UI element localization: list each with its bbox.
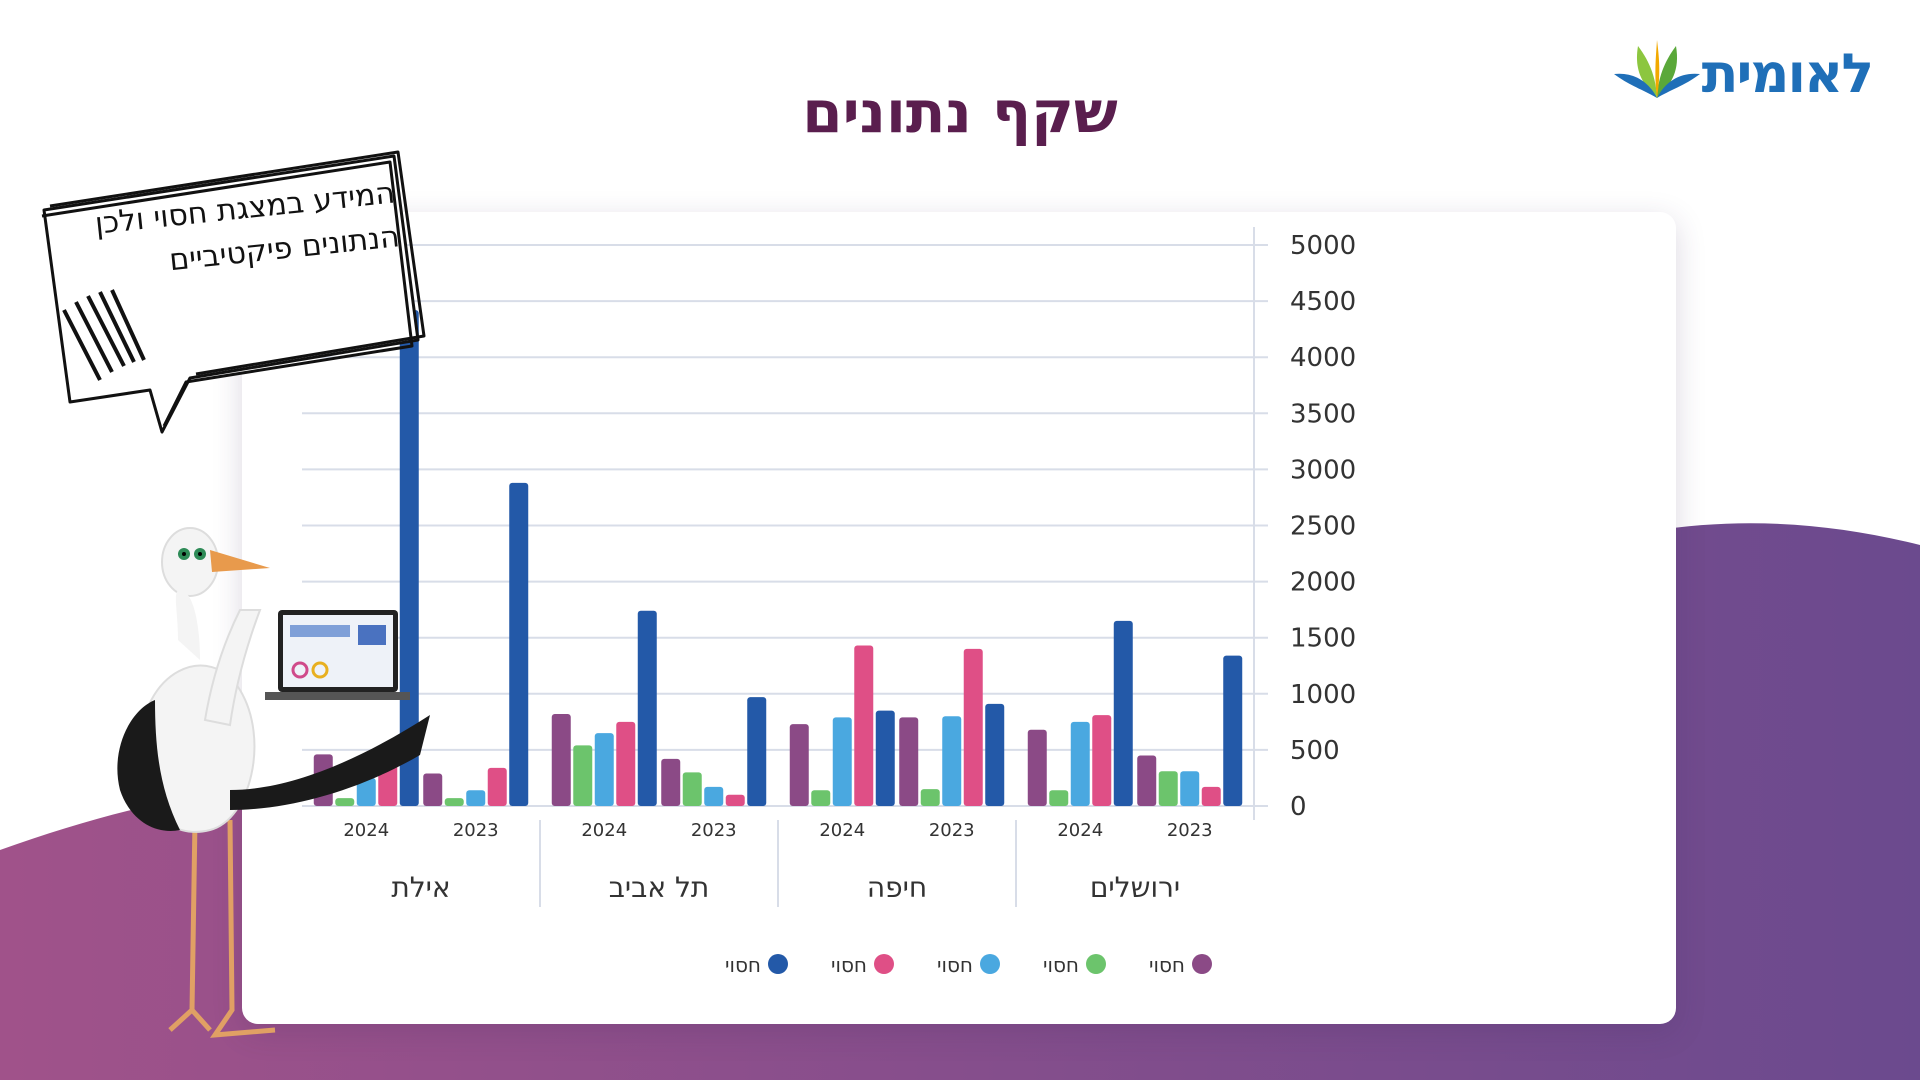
x-tick-label-year: 2024	[1057, 820, 1103, 841]
bar	[594, 733, 614, 806]
stork-legs-icon	[168, 819, 276, 1038]
x-tick-label-year: 2024	[581, 820, 627, 841]
bar	[899, 717, 919, 806]
x-tick-label-year: 2023	[691, 820, 737, 841]
x-group-label: תל אביב	[609, 871, 710, 904]
bar	[875, 710, 895, 806]
bar	[466, 790, 486, 806]
bar	[1223, 655, 1243, 806]
bar	[1092, 715, 1112, 806]
x-tick-label-year: 2023	[453, 820, 499, 841]
legend-label: חסוי	[831, 953, 867, 977]
bar	[811, 790, 831, 806]
bar	[963, 648, 983, 806]
x-tick-label-year: 2024	[819, 820, 865, 841]
y-tick-label: 4000	[1290, 343, 1356, 373]
bar	[616, 721, 636, 806]
bar	[487, 767, 507, 806]
y-tick-label: 0	[1290, 792, 1307, 822]
laptop-icon	[265, 610, 410, 700]
y-tick-label: 2000	[1290, 568, 1356, 598]
bar-chart: 0 500 1000 1500 2000 2500 3000 3500 4000 4500 5000…	[302, 227, 1356, 977]
bar	[1180, 771, 1200, 806]
bar	[399, 310, 419, 806]
legend-marker	[1192, 954, 1212, 974]
bar	[1049, 790, 1069, 806]
leaf-logo-icon	[1614, 40, 1700, 98]
x-tick-label-year: 2024	[343, 820, 389, 841]
bar	[682, 772, 702, 806]
x-group-label: חיפה	[867, 871, 927, 904]
y-tick-label: 4500	[1290, 287, 1356, 317]
bar	[661, 758, 681, 806]
bar	[942, 716, 962, 806]
bar	[573, 745, 593, 806]
leumit-logo: לאומית	[1612, 34, 1882, 106]
legend-label: חסוי	[1149, 953, 1185, 977]
legend-marker	[1086, 954, 1106, 974]
bar	[637, 610, 657, 806]
bar	[335, 798, 355, 806]
legend-label: חסוי	[937, 953, 973, 977]
x-group-label: ירושלים	[1090, 871, 1180, 904]
speech-bubble	[41, 150, 426, 434]
x-tick-label-year: 2023	[929, 820, 975, 841]
bar	[725, 794, 745, 806]
page-title: שקף נתונים	[802, 78, 1118, 146]
stork-mascot-illustration	[117, 527, 430, 1038]
legend-marker	[874, 954, 894, 974]
x-tick-label-year: 2023	[1167, 820, 1213, 841]
chart-card: 0 500 1000 1500 2000 2500 3000 3500 4000 4500 5000…	[242, 212, 1676, 1024]
bar	[1027, 729, 1047, 806]
y-tick-label: 5000	[1290, 231, 1356, 261]
y-tick-label: 2500	[1290, 512, 1356, 542]
bar	[747, 697, 767, 806]
bar	[1070, 721, 1090, 806]
bar	[985, 703, 1005, 806]
bar	[551, 713, 571, 806]
bar	[704, 786, 724, 806]
bar	[1158, 771, 1178, 806]
legend-label: חסוי	[1043, 953, 1079, 977]
bar	[423, 773, 443, 806]
legend-label: חסוי	[725, 953, 761, 977]
bar	[1201, 786, 1221, 806]
bar	[1113, 620, 1133, 806]
y-tick-label: 1000	[1290, 680, 1356, 710]
bar	[920, 789, 940, 806]
bar	[444, 798, 464, 806]
y-tick-label: 500	[1290, 736, 1340, 766]
logo-text: לאומית	[1701, 42, 1874, 105]
y-tick-label: 3500	[1290, 399, 1356, 429]
bar	[1137, 755, 1157, 806]
legend-marker	[768, 954, 788, 974]
bar	[356, 777, 376, 806]
bar	[509, 482, 529, 806]
y-tick-label: 3000	[1290, 455, 1356, 485]
legend-marker	[980, 954, 1000, 974]
bar	[832, 717, 852, 806]
bar	[854, 645, 874, 806]
bar	[789, 724, 809, 806]
y-tick-label: 1500	[1290, 624, 1356, 654]
x-group-label: אילת	[391, 871, 450, 904]
